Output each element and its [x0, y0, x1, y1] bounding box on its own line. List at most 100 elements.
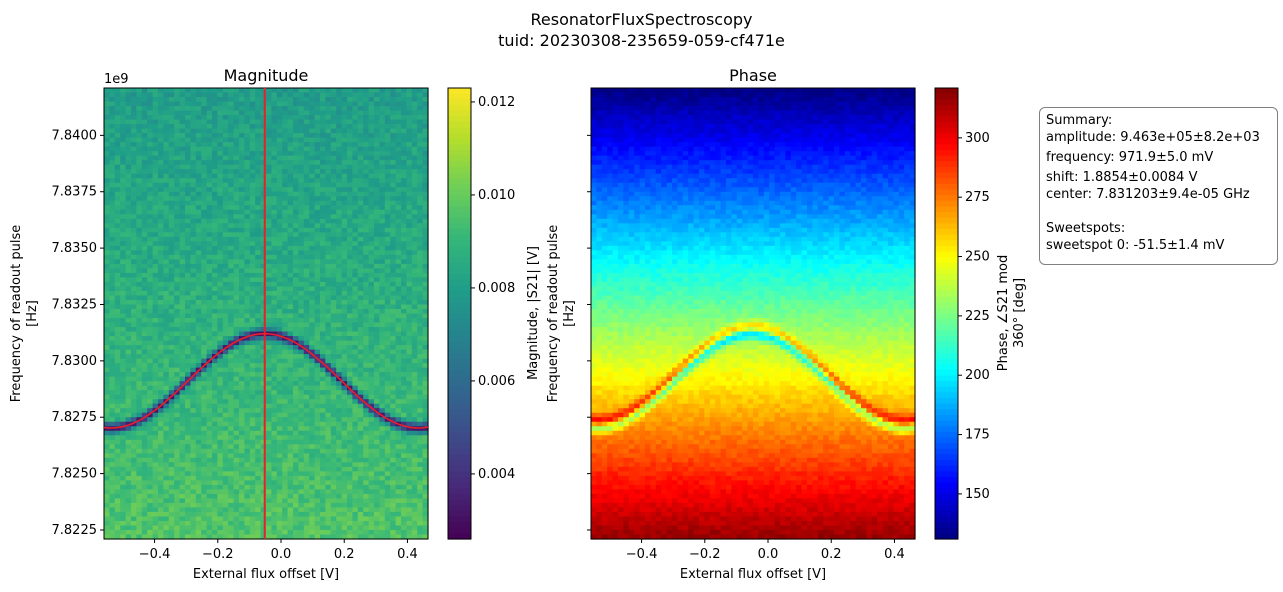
phase-colorbar-segment [935, 482, 958, 489]
magnitude-colorbar-segment [448, 392, 471, 399]
magnitude-colorbar-segment [448, 533, 471, 540]
magnitude-colorbar-segment [448, 178, 471, 185]
phase-colorbar-segment [935, 285, 958, 292]
phase-colorbar-segment [935, 245, 958, 253]
phase-colorbar-segment [935, 212, 958, 219]
magnitude-colorbar-segment [448, 166, 471, 174]
summary-shift: shift: 1.8854±0.0084 V [1046, 170, 1198, 185]
phase-colorbar-segment [935, 437, 958, 444]
phase-colorbar-segment [935, 161, 958, 168]
y-tick-label: 7.8400 [52, 128, 98, 143]
phase-colorbar-segment [935, 493, 958, 501]
magnitude-colorbar-segment [448, 336, 471, 343]
x-tick-label: 0.4 [397, 547, 418, 562]
magnitude-colorbar-segment [448, 223, 471, 230]
phase-colorbar-segment [935, 116, 958, 123]
phase-colorbar-segment [935, 398, 958, 405]
phase-colorbar-segment [935, 172, 958, 179]
phase-colorbar-segment [935, 144, 958, 151]
x-tick-label: −0.4 [139, 547, 171, 562]
magnitude-colorbar-tick-label: 0.004 [478, 467, 515, 482]
plot-frame [103, 87, 429, 540]
magnitude-colorbar-segment [448, 352, 471, 360]
magnitude-colorbar-segment [448, 499, 471, 506]
phase-colorbar-segment [935, 516, 958, 523]
phase-colorbar-segment [935, 150, 958, 157]
y-tick-label: 7.8350 [52, 241, 98, 256]
magnitude-colorbar-segment [448, 375, 471, 382]
magnitude-title: Magnitude [223, 66, 309, 85]
phase-colorbar-segment [935, 240, 958, 247]
phase-colorbar-segment [935, 88, 958, 95]
phase-colorbar-segment [935, 228, 958, 236]
phase-colorbar-segment [935, 307, 958, 315]
magnitude-colorbar-segment [448, 448, 471, 456]
magnitude-colorbar-segment [448, 127, 471, 134]
phase-colorbar-segment [935, 414, 958, 422]
phase-colorbar-segment [935, 330, 958, 337]
magnitude-colorbar-segment [448, 386, 471, 394]
phase-colorbar-segment [935, 505, 958, 512]
phase-colorbar-segment [935, 302, 958, 309]
x-tick-label: −0.2 [689, 547, 721, 562]
phase-colorbar-segment [935, 319, 958, 326]
magnitude-colorbar-segment [448, 358, 471, 365]
magnitude-colorbar-segment [448, 409, 471, 416]
phase-colorbar-segment [935, 471, 958, 478]
magnitude-colorbar-segment [448, 296, 471, 303]
magnitude-colorbar-segment [448, 104, 471, 112]
phase-colorbar-segment [935, 155, 958, 162]
magnitude-colorbar-segment [448, 234, 471, 241]
phase-colorbar-segment [935, 279, 958, 286]
magnitude-colorbar-tick-label: 0.010 [478, 188, 515, 203]
magnitude-colorbar-segment [448, 443, 471, 450]
phase-colorbar-segment [935, 274, 958, 281]
magnitude-colorbar-segment [448, 347, 471, 354]
figure-title-line2: tuid: 20230308-235659-059-cf471e [498, 31, 785, 50]
summary-heading: Summary: [1046, 113, 1113, 128]
y-axis-label: Frequency of readout pulse[Hz] [9, 225, 40, 403]
magnitude-colorbar-segment [448, 313, 471, 320]
magnitude-colorbar-segment [448, 228, 471, 236]
magnitude-colorbar-segment [448, 195, 471, 202]
phase-colorbar-segment [935, 251, 958, 258]
magnitude-colorbar-segment [448, 172, 471, 179]
magnitude-colorbar-segment [448, 150, 471, 157]
magnitude-colorbar-segment [448, 93, 471, 100]
phase-colorbar-segment [935, 381, 958, 388]
magnitude-colorbar-segment [448, 116, 471, 123]
phase-colorbar-segment [935, 358, 958, 365]
magnitude-colorbar-segment [448, 460, 471, 467]
magnitude-colorbar-segment [448, 290, 471, 298]
phase-colorbar-tick-label: 300 [965, 131, 990, 146]
phase-colorbar-segment [935, 448, 958, 456]
phase-colorbar-segment [935, 223, 958, 230]
phase-colorbar-segment [935, 104, 958, 112]
phase-colorbar-segment [935, 352, 958, 360]
phase-colorbar-segment [935, 460, 958, 467]
magnitude-colorbar-segment [448, 155, 471, 162]
magnitude-colorbar-segment [448, 307, 471, 315]
magnitude-cells [104, 88, 429, 540]
magnitude-colorbar-segment [448, 364, 471, 371]
magnitude-colorbar-segment [448, 268, 471, 275]
y-tick-label: 7.8275 [52, 410, 98, 425]
magnitude-colorbar-segment [448, 138, 471, 145]
phase-colorbar-frame [934, 87, 959, 540]
phase-colorbar-segment [935, 522, 958, 529]
phase-colorbar-tick-label: 250 [965, 250, 990, 265]
magnitude-colorbar-segment [448, 319, 471, 326]
phase-xlabel: External flux offset [V] [679, 567, 827, 582]
phase-colorbar-segment [935, 336, 958, 343]
phase-colorbar-segment [935, 499, 958, 506]
magnitude-colorbar-segment [448, 471, 471, 478]
magnitude-colorbar-segment [448, 505, 471, 512]
summary-amplitude: amplitude: 9.463e+05±8.2e+03 [1046, 130, 1260, 145]
phase-colorbar-segment [935, 364, 958, 371]
magnitude-colorbar-segment [448, 144, 471, 151]
phase-colorbar-segment [935, 200, 958, 207]
phase-colorbar-segment [935, 166, 958, 174]
magnitude-colorbar-segment [448, 88, 471, 95]
phase-colorbar-tick-label: 200 [965, 368, 990, 383]
magnitude-colorbar-segment [448, 493, 471, 501]
